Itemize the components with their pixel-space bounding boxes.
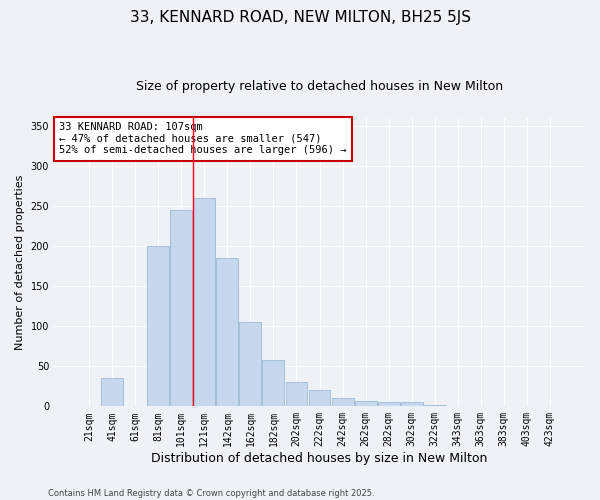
Bar	[424, 404, 446, 406]
Bar	[401, 402, 422, 406]
Title: Size of property relative to detached houses in New Milton: Size of property relative to detached ho…	[136, 80, 503, 93]
Text: 33, KENNARD ROAD, NEW MILTON, BH25 5JS: 33, KENNARD ROAD, NEW MILTON, BH25 5JS	[130, 10, 470, 25]
Bar	[377, 402, 400, 406]
X-axis label: Distribution of detached houses by size in New Milton: Distribution of detached houses by size …	[151, 452, 488, 465]
Bar	[308, 390, 331, 406]
Text: Contains HM Land Registry data © Crown copyright and database right 2025.: Contains HM Land Registry data © Crown c…	[48, 488, 374, 498]
Bar	[286, 382, 307, 406]
Bar	[147, 246, 169, 406]
Y-axis label: Number of detached properties: Number of detached properties	[15, 174, 25, 350]
Bar	[332, 398, 353, 406]
Bar	[101, 378, 123, 406]
Bar	[262, 360, 284, 406]
Bar	[170, 210, 192, 406]
Bar	[355, 400, 377, 406]
Text: 33 KENNARD ROAD: 107sqm
← 47% of detached houses are smaller (547)
52% of semi-d: 33 KENNARD ROAD: 107sqm ← 47% of detache…	[59, 122, 347, 156]
Bar	[239, 322, 262, 406]
Bar	[193, 198, 215, 406]
Bar	[217, 258, 238, 406]
